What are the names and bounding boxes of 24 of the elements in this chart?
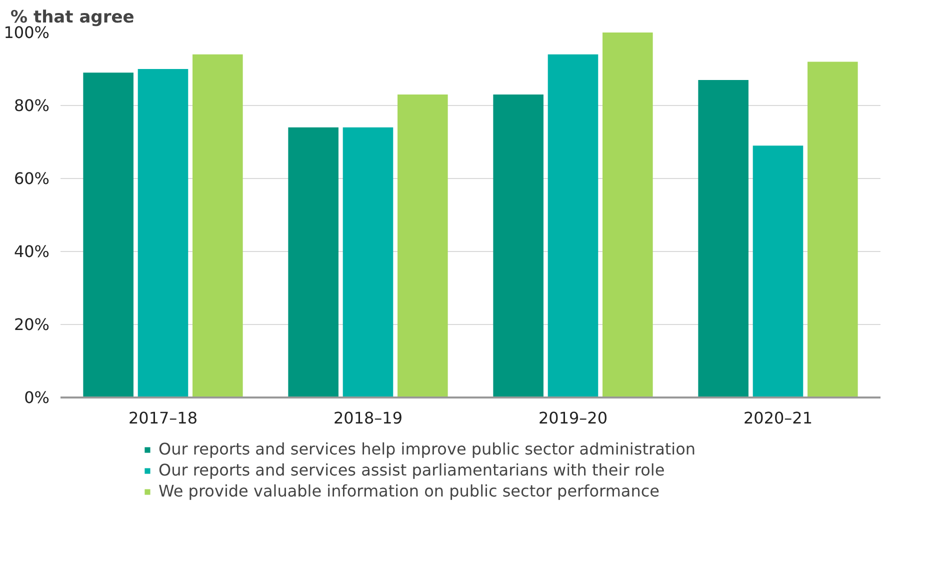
bar [548, 54, 598, 398]
x-tick-label: 2017–18 [128, 408, 198, 428]
y-tick-label: 60% [14, 169, 50, 188]
legend-label: Our reports and services assist parliamentarians with their role [158, 460, 665, 480]
bar [288, 127, 338, 398]
bar [808, 62, 858, 398]
x-tick-label: 2018–19 [333, 408, 403, 428]
y-tick-label: 20% [14, 315, 50, 334]
bar [192, 54, 243, 398]
y-tick-label: 0% [24, 388, 50, 407]
bar [398, 94, 448, 398]
bar [138, 69, 188, 398]
x-tick-label: 2019–20 [538, 408, 608, 428]
x-tick-label: 2020–21 [743, 408, 813, 428]
legend-label: We provide valuable information on public sector performance [158, 482, 660, 500]
y-tick-label: 80% [14, 96, 50, 115]
y-tick-label: 40% [14, 242, 50, 261]
legend-label: Our reports and services help improve public sector administration [158, 440, 696, 458]
bar [752, 146, 804, 398]
bar [698, 80, 748, 398]
bar [342, 127, 394, 398]
bar [602, 32, 653, 398]
bar [493, 94, 544, 398]
bar [83, 72, 134, 398]
